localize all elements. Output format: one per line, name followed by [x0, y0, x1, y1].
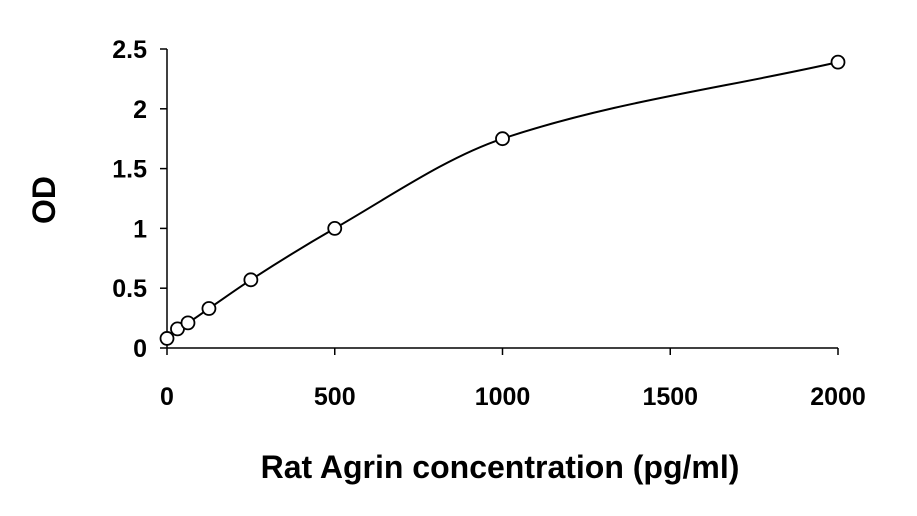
y-tick-label: 0	[133, 335, 147, 363]
data-point	[495, 131, 510, 147]
x-tick-label: 2000	[810, 383, 866, 411]
y-tick-label: 1	[133, 215, 147, 243]
x-tick-label: 0	[160, 383, 174, 411]
y-axis-ticks: 0 0.5 1 1.5 2 2.5	[112, 36, 167, 363]
data-point	[830, 54, 846, 70]
y-tick-label: 1.5	[112, 156, 147, 184]
x-tick-label: 1500	[642, 383, 698, 411]
y-tick-label: 2	[133, 96, 147, 124]
data-point	[201, 301, 217, 316]
x-tick-label: 1000	[475, 383, 531, 411]
y-tick-label: 2.5	[112, 36, 147, 64]
data-point	[243, 272, 259, 288]
x-axis-ticks: 0 500 1000 1500 2000	[160, 348, 866, 411]
data-points	[159, 54, 846, 346]
data-point	[327, 220, 343, 236]
x-tick-label: 500	[314, 383, 356, 411]
y-tick-label: 0.5	[112, 275, 147, 303]
y-axis-title: OD	[26, 176, 62, 224]
data-point	[180, 315, 196, 331]
data-point	[159, 331, 175, 346]
x-axis-title: Rat Agrin concentration (pg/ml)	[261, 449, 740, 485]
fit-curve	[166, 61, 839, 340]
